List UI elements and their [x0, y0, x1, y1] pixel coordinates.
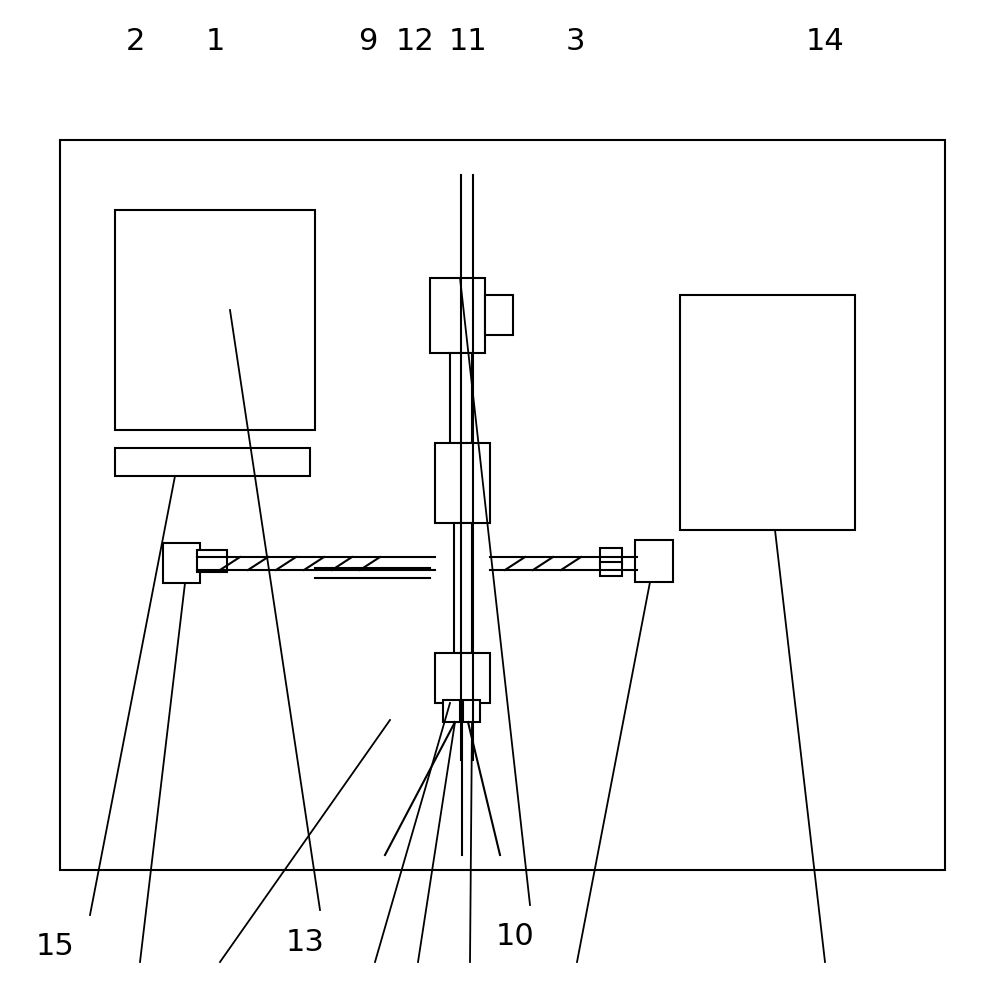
Text: 9: 9: [358, 27, 378, 57]
Bar: [454, 523, 472, 653]
Bar: [450, 353, 472, 443]
Text: 13: 13: [286, 927, 324, 957]
Bar: [115, 448, 310, 476]
Bar: [600, 562, 622, 576]
Bar: [485, 295, 513, 335]
Bar: [430, 278, 485, 353]
Bar: [435, 443, 490, 523]
Bar: [435, 653, 490, 703]
Bar: [463, 700, 480, 722]
Bar: [635, 540, 673, 582]
Bar: [600, 548, 622, 564]
Text: 12: 12: [396, 27, 434, 57]
Bar: [680, 295, 855, 530]
Text: 1: 1: [205, 27, 225, 57]
Text: 11: 11: [449, 27, 487, 57]
Text: 15: 15: [36, 931, 74, 961]
Bar: [60, 140, 945, 870]
Text: 14: 14: [806, 27, 844, 57]
Bar: [163, 543, 200, 583]
Text: 10: 10: [496, 921, 534, 951]
Bar: [197, 550, 227, 572]
Bar: [115, 210, 315, 430]
Bar: [443, 700, 460, 722]
Text: 2: 2: [125, 27, 145, 57]
Text: 3: 3: [565, 27, 585, 57]
